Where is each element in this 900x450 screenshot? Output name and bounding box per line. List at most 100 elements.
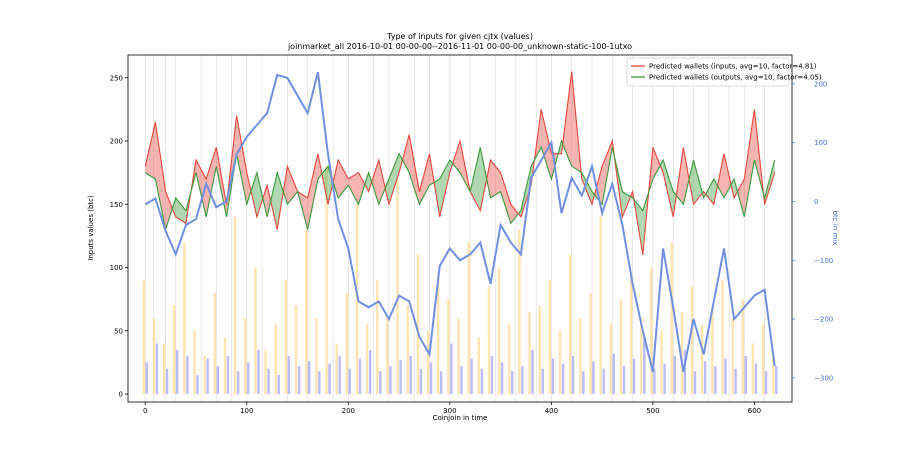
bar	[683, 349, 687, 395]
x-tick-label: 300	[443, 407, 456, 415]
fill-between	[175, 197, 186, 224]
bar	[650, 267, 653, 395]
y2-tick-label: 200	[814, 80, 827, 88]
fill-between	[358, 172, 365, 205]
bar	[592, 361, 595, 395]
bar	[700, 324, 704, 395]
fill-between	[236, 115, 247, 205]
bar	[680, 311, 684, 395]
bar	[558, 330, 562, 395]
bar	[731, 318, 734, 395]
bar	[365, 324, 369, 395]
fill-between	[652, 147, 661, 179]
bar	[274, 324, 277, 395]
bar	[673, 356, 676, 395]
bar	[426, 330, 430, 395]
fill-between	[717, 153, 724, 198]
bar	[511, 371, 514, 395]
x-axis-label: Coinjoin in time	[433, 414, 488, 422]
bar	[640, 318, 643, 395]
fill-between	[663, 159, 674, 217]
bar	[450, 343, 453, 395]
bar	[305, 229, 308, 395]
fill-between	[486, 159, 491, 198]
y-tick-label: 50	[114, 327, 123, 335]
bar	[277, 375, 280, 395]
bar	[703, 361, 707, 395]
fill-between	[348, 172, 359, 205]
bar	[213, 292, 217, 395]
bar	[721, 280, 724, 395]
bar	[531, 349, 534, 395]
bar	[186, 356, 189, 395]
bar	[754, 363, 758, 395]
bar	[162, 343, 166, 395]
x-tick-label: 0	[143, 407, 147, 415]
bar	[348, 368, 352, 395]
bar	[714, 366, 717, 395]
fill-between	[206, 147, 217, 217]
fill-between	[371, 159, 379, 205]
bar	[508, 324, 511, 395]
bar	[216, 366, 220, 395]
fill-between	[277, 172, 284, 230]
bar	[318, 371, 321, 395]
bar	[579, 318, 582, 395]
fill-between	[581, 172, 592, 205]
bar	[541, 368, 544, 395]
bar	[396, 178, 399, 395]
bar	[561, 363, 565, 395]
bar	[355, 204, 359, 395]
y2-tick-label: 100	[814, 139, 827, 147]
bar	[490, 356, 494, 395]
bar	[711, 305, 714, 395]
bar	[761, 324, 765, 395]
bar	[724, 358, 727, 395]
fill-between	[333, 159, 339, 198]
bar	[622, 366, 626, 395]
fill-between	[510, 204, 519, 224]
fill-between	[196, 159, 207, 217]
fill-between	[683, 147, 690, 205]
bar	[744, 356, 747, 395]
bar	[287, 356, 291, 395]
bar	[406, 305, 409, 395]
fill-between	[364, 172, 369, 192]
legend-box	[626, 57, 790, 87]
bar	[294, 305, 298, 395]
bar	[690, 286, 694, 395]
x-tick-label: 100	[240, 407, 253, 415]
bar	[568, 254, 572, 395]
bar	[419, 368, 423, 395]
bar	[582, 371, 585, 395]
bar	[764, 371, 768, 395]
chart-subtitle: joinmarket_all 2016-10-01 00-00-00--2016…	[287, 42, 632, 51]
bar	[233, 216, 237, 395]
fill-between	[419, 153, 430, 205]
fill-between	[251, 172, 257, 217]
fill-between	[388, 153, 400, 205]
bar	[254, 267, 257, 395]
bar	[145, 362, 148, 395]
bar	[284, 280, 288, 395]
fill-between	[744, 109, 755, 217]
bar	[521, 366, 524, 395]
fill-between	[452, 141, 460, 173]
bar	[775, 366, 778, 395]
bar	[619, 299, 623, 395]
fill-between	[328, 166, 334, 205]
y-tick-label: 200	[110, 138, 123, 146]
bar	[399, 359, 402, 395]
bar	[176, 349, 179, 395]
fill-between	[541, 109, 552, 179]
fill-between	[262, 185, 268, 217]
bar	[663, 363, 666, 395]
bar	[538, 305, 541, 395]
bar	[379, 371, 382, 395]
bar	[173, 305, 176, 395]
bar	[670, 242, 673, 395]
bar	[751, 343, 755, 395]
bar	[609, 324, 612, 395]
bar	[315, 318, 318, 395]
